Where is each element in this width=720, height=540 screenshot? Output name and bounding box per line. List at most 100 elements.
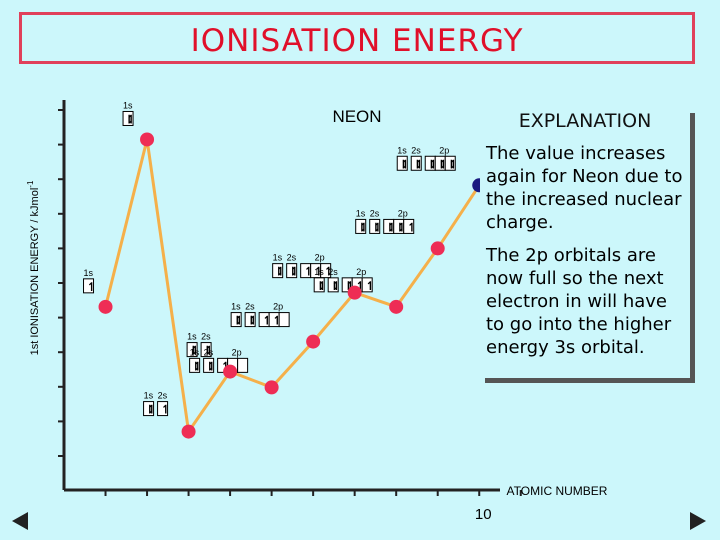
data-point xyxy=(389,299,404,314)
orbital-box xyxy=(143,401,155,417)
electron-spin-up: ↿ xyxy=(207,359,217,373)
orbital-box xyxy=(186,342,198,358)
orbital-box xyxy=(237,357,249,373)
electron-spin-down: ⇂ xyxy=(426,157,436,171)
x-tick-label: 10 xyxy=(475,506,492,523)
electron-spin-up: ↿ xyxy=(400,157,410,171)
orbital-box xyxy=(320,263,332,279)
electron-spin-up: ↿ xyxy=(234,314,244,328)
electron-spin-up: ↿ xyxy=(147,403,157,417)
data-point xyxy=(181,424,196,439)
electron-config: ↿⇂ ↿⇂ ↿⇂ ↿ ↿1s 2s 2p xyxy=(313,267,375,293)
electron-spin-up: ↿ xyxy=(314,265,324,279)
orbital-box xyxy=(157,401,169,417)
electron-spin-down: ⇂ xyxy=(329,279,339,293)
orbital-box xyxy=(272,263,284,279)
data-point xyxy=(140,132,155,147)
electron-spin-down: ⇂ xyxy=(315,279,325,293)
orbital-box xyxy=(369,218,381,234)
orbital-box xyxy=(396,155,408,171)
orbital-box xyxy=(286,263,298,279)
orbital-label: 2s xyxy=(328,267,338,277)
electron-spin-up: ↿ xyxy=(387,220,397,234)
electron-config: ↿⇂ ↿⇂ ↿⇂ ↿⇂ ↿1s 2s 2p xyxy=(355,208,417,234)
electron-spin-up: ↿ xyxy=(248,314,258,328)
orbital-label: 2s xyxy=(158,391,168,401)
orbital-label: 2p xyxy=(273,302,283,312)
electron-config: ↿⇂ ↿1s 2s xyxy=(143,391,171,417)
orbital-label: 2s xyxy=(287,253,297,263)
orbital-box xyxy=(410,155,422,171)
electron-spin-up: ↿ xyxy=(87,280,97,294)
orbital-box xyxy=(355,218,367,234)
orbital-label: 1s xyxy=(397,145,407,155)
electron-spin-up: ↿ xyxy=(276,265,286,279)
orbital-box xyxy=(278,312,290,328)
electron-spin-down: ⇂ xyxy=(395,220,405,234)
electron-spin-down: ⇂ xyxy=(191,359,201,373)
data-point xyxy=(306,334,321,349)
orbital-box xyxy=(189,357,201,373)
electron-spin-up: ↿ xyxy=(414,157,424,171)
electron-spin-up: ↿ xyxy=(331,279,341,293)
electron-spin-up: ↿ xyxy=(438,157,448,171)
explanation-paragraph-1: The value increases again for Neon due t… xyxy=(486,143,683,233)
orbital-label: 1s xyxy=(314,267,324,277)
electron-spin-up: ↿ xyxy=(428,157,438,171)
electron-spin-down: ⇂ xyxy=(145,403,155,417)
electron-spin-up: ↿ xyxy=(204,344,214,358)
orbital-label: 1s xyxy=(123,100,133,110)
electron-spin-down: ⇂ xyxy=(436,157,446,171)
orbital-box xyxy=(122,110,134,126)
orbital-box xyxy=(200,342,212,358)
electron-config: ↿ 1s xyxy=(83,268,97,294)
orbital-label: 1s xyxy=(273,253,283,263)
explanation-box: EXPLANATION The value increases again fo… xyxy=(480,108,690,378)
series-line xyxy=(104,139,481,436)
electron-spin-up: ↿ xyxy=(397,220,407,234)
data-point xyxy=(98,299,113,314)
electron-spin-up: ↿ xyxy=(126,112,136,126)
explanation-paragraph-2: The 2p orbitals are now full so the next… xyxy=(486,245,672,358)
neon-annotation: NEON xyxy=(332,107,381,126)
orbital-label: 2s xyxy=(245,302,255,312)
next-slide-arrow-icon[interactable] xyxy=(690,512,706,530)
electron-spin-up: ↿ xyxy=(304,265,314,279)
electron-spin-up: ↿ xyxy=(365,279,375,293)
data-point xyxy=(430,241,445,256)
orbital-label: 2p xyxy=(356,267,366,277)
orbital-label: 1s xyxy=(187,332,197,342)
data-point xyxy=(264,380,279,395)
orbital-box xyxy=(203,357,215,373)
orbital-label: 2s xyxy=(411,145,421,155)
orbital-label: 2p xyxy=(398,208,408,218)
electron-spin-up: ↿ xyxy=(355,279,365,293)
orbital-label: 2s xyxy=(204,347,214,357)
data-point xyxy=(347,285,362,300)
orbital-label: 2s xyxy=(201,332,211,342)
electron-spin-down: ⇂ xyxy=(205,359,215,373)
orbital-box xyxy=(230,312,242,328)
electron-spin-down: ⇂ xyxy=(232,314,242,328)
electron-spin-down: ⇂ xyxy=(412,157,422,171)
electron-spin-down: ⇂ xyxy=(357,220,367,234)
orbital-box xyxy=(444,155,456,171)
electron-config: ↿⇂ ↿⇂ ↿⇂ ↿⇂ ↿⇂1s 2s 2p xyxy=(396,145,458,171)
electron-spin-down: ⇂ xyxy=(385,220,395,234)
orbital-label: 2p xyxy=(315,253,325,263)
electron-spin-up: ↿ xyxy=(272,314,282,328)
electron-spin-up: ↿ xyxy=(193,359,203,373)
electron-spin-up: ↿ xyxy=(317,279,327,293)
electron-config: ↿⇂ 1s xyxy=(122,100,136,126)
electron-spin-down: ⇂ xyxy=(398,157,408,171)
orbital-box xyxy=(327,277,339,293)
electron-spin-up: ↿ xyxy=(345,279,355,293)
electron-spin-up: ↿ xyxy=(373,220,383,234)
electron-config: ↿⇂ ↿⇂1s 2s xyxy=(186,332,214,358)
orbital-box xyxy=(83,278,95,294)
previous-slide-arrow-icon[interactable] xyxy=(12,512,28,530)
electron-config: ↿⇂ ↿⇂ ↿ ↿ ↿1s 2s 2p xyxy=(272,253,334,279)
electron-spin-up: ↿ xyxy=(262,314,272,328)
